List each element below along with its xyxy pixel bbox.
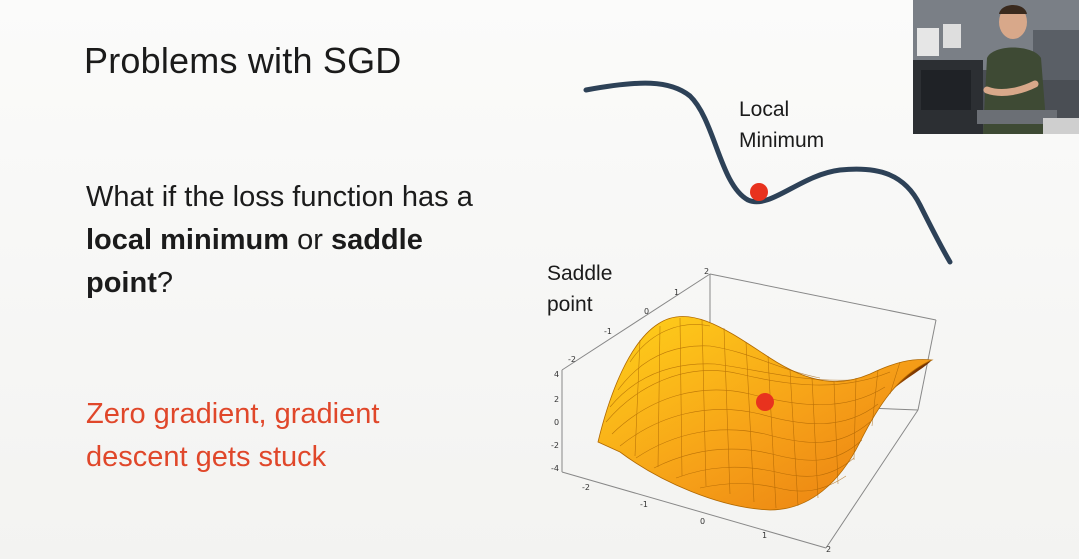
x-tick-neg1: -1 — [640, 500, 648, 509]
saddle-point-label: Saddle point — [547, 258, 612, 320]
saddle-point-label-line1: Saddle — [547, 262, 613, 285]
slide-title: Problems with SGD — [84, 40, 402, 81]
y-axis-ticks: 2 1 0 -1 -2 — [568, 267, 709, 364]
z-tick-neg4: -4 — [551, 464, 559, 473]
question-part2: or — [289, 224, 331, 256]
highlight-text: Zero gradient, gradient descent gets stu… — [86, 398, 380, 473]
x-tick-0: 0 — [700, 517, 705, 526]
question-part3: ? — [156, 267, 173, 299]
surface-grid — [605, 317, 901, 509]
z-tick-2: 2 — [554, 395, 559, 404]
local-minimum-ball — [750, 183, 768, 201]
y-tick-1: 1 — [674, 288, 679, 297]
x-axis-ticks: -2 -1 0 1 2 — [582, 483, 831, 554]
saddle-point-label-line2: point — [547, 293, 593, 316]
local-minimum-label-line2: Minimum — [739, 129, 825, 152]
presenter-video-icon — [913, 0, 1079, 134]
presenter-video-frame — [913, 0, 1079, 134]
x-tick-1: 1 — [762, 531, 767, 540]
z-tick-neg2: -2 — [551, 441, 559, 450]
question-text: What if the loss function has a local mi… — [86, 176, 506, 305]
question-part1: What if the loss function has a — [86, 181, 473, 213]
loss-curve — [583, 80, 953, 265]
z-tick-0: 0 — [554, 418, 559, 427]
y-tick-neg2: -2 — [568, 355, 576, 364]
y-tick-neg1: -1 — [604, 327, 612, 336]
local-minimum-label: Local Minimum — [739, 94, 824, 156]
y-tick-0: 0 — [644, 307, 649, 316]
z-tick-4: 4 — [554, 370, 559, 379]
x-tick-2: 2 — [826, 545, 831, 554]
local-minimum-label-line1: Local — [739, 98, 790, 121]
question-bold-saddle-point: saddle point — [86, 224, 423, 299]
z-axis-ticks: 4 2 0 -2 -4 — [551, 370, 559, 473]
saddle-point-ball — [756, 393, 774, 411]
x-tick-neg2: -2 — [582, 483, 590, 492]
saddle-surface-diagram: 4 2 0 -2 -4 2 1 0 -1 -2 -2 -1 0 1 2 — [551, 267, 937, 554]
y-tick-2: 2 — [704, 267, 709, 276]
question-bold-local-minimum: local minimum — [86, 224, 290, 256]
surface — [597, 315, 934, 511]
